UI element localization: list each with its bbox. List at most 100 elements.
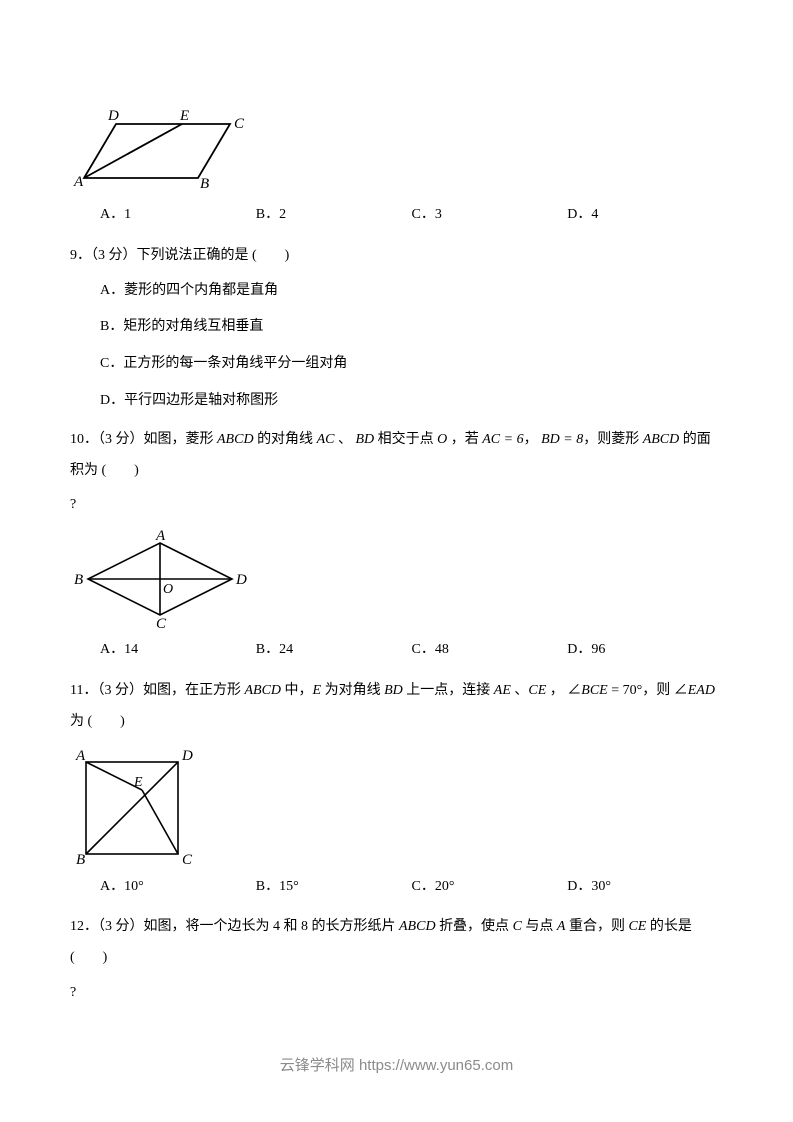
q10-opt-b: B．24 bbox=[256, 635, 412, 666]
q10-abcd: ABCD bbox=[217, 432, 254, 447]
q8-opt-c-val: 3 bbox=[435, 207, 442, 222]
q12-t4: 重合，则 bbox=[565, 919, 628, 934]
q11-sep: 、 bbox=[511, 683, 529, 698]
q8-options: A．1 B．2 C．3 D．4 bbox=[70, 200, 723, 231]
q11-points: 3 分 bbox=[104, 683, 129, 698]
q9-opt-d: D．平行四边形是轴对称图形 bbox=[100, 386, 723, 417]
q10-opt-a-val: 14 bbox=[124, 642, 138, 657]
q9-opt-c: C．正方形的每一条对角线平分一组对角 bbox=[100, 349, 723, 380]
q10-opt-b-val: 24 bbox=[279, 642, 293, 657]
label-E: E bbox=[133, 775, 143, 790]
q10-eq1: AC = 6 bbox=[482, 432, 523, 447]
question-12: 12．（3 分）如图，将一个边长为 4 和 8 的长方形纸片 ABCD 折叠，使… bbox=[70, 912, 723, 1008]
question-8: D E C A B A．1 B．2 C．3 D．4 bbox=[70, 108, 723, 231]
q11-figure: A D B C E bbox=[70, 746, 723, 866]
footer-text: 云锋学科网 https://www.yun65.com bbox=[280, 1057, 513, 1074]
q11-bce: BCE bbox=[581, 683, 607, 698]
label-E: E bbox=[179, 108, 189, 124]
q11-bd: BD bbox=[384, 683, 403, 698]
q10-abcd2: ABCD bbox=[643, 432, 680, 447]
label-A: A bbox=[75, 748, 86, 764]
q11-t5: ， ∠ bbox=[546, 683, 581, 698]
q8-opt-d: D．4 bbox=[567, 200, 723, 231]
q11-ae: AE bbox=[494, 683, 511, 698]
q9-points: 3 分 bbox=[98, 248, 123, 263]
q10-t3: 相交于点 bbox=[374, 432, 437, 447]
q9-stem: 9．（3 分）下列说法正确的是 ( ) bbox=[70, 241, 723, 272]
q10-t1: 如图，菱形 bbox=[144, 432, 218, 447]
q10-t4: ，若 bbox=[447, 432, 482, 447]
q10-opt-c: C．48 bbox=[412, 635, 568, 666]
q9-stem-text: 下列说法正确的是 ( ) bbox=[137, 248, 290, 263]
q10-qmark: ? bbox=[70, 490, 723, 521]
parallelogram-svg: D E C A B bbox=[70, 108, 260, 194]
q12-num: 12 bbox=[70, 919, 84, 934]
label-D: D bbox=[181, 748, 193, 764]
q11-t3: 为对角线 bbox=[321, 683, 384, 698]
q11-e: E bbox=[313, 683, 322, 698]
label-A: A bbox=[73, 174, 84, 190]
question-11: 11．（3 分）如图，在正方形 ABCD 中，E 为对角线 BD 上一点，连接 … bbox=[70, 676, 723, 902]
rhombus-svg: A B C D O bbox=[70, 529, 250, 629]
q11-opt-a: A．10° bbox=[100, 872, 256, 903]
q10-o: O bbox=[437, 432, 447, 447]
q12-t1: 如图，将一个边长为 4 和 8 的长方形纸片 bbox=[144, 919, 400, 934]
label-B: B bbox=[200, 176, 209, 192]
question-9: 9．（3 分）下列说法正确的是 ( ) A．菱形的四个内角都是直角 B．矩形的对… bbox=[70, 241, 723, 417]
q10-num: 10 bbox=[70, 432, 84, 447]
q12-t2: 折叠，使点 bbox=[436, 919, 513, 934]
q8-opt-a-val: 1 bbox=[124, 207, 131, 222]
label-D: D bbox=[107, 108, 119, 124]
q11-opt-d-val: 30° bbox=[591, 879, 611, 894]
question-10: 10．（3 分）如图，菱形 ABCD 的对角线 AC 、 BD 相交于点 O ，… bbox=[70, 425, 723, 666]
q10-bd: BD bbox=[355, 432, 374, 447]
q9-opt-c-val: 正方形的每一条对角线平分一组对角 bbox=[123, 356, 347, 371]
square-svg: A D B C E bbox=[70, 746, 200, 866]
q8-opt-b: B．2 bbox=[256, 200, 412, 231]
q8-figure: D E C A B bbox=[70, 108, 723, 194]
q9-opt-d-val: 平行四边形是轴对称图形 bbox=[124, 393, 278, 408]
q10-ac: AC bbox=[317, 432, 335, 447]
q8-opt-c: C．3 bbox=[412, 200, 568, 231]
q9-num: 9 bbox=[70, 248, 77, 263]
q12-qmark: ? bbox=[70, 978, 723, 1009]
q10-sep: 、 bbox=[334, 432, 355, 447]
q10-opt-d: D．96 bbox=[567, 635, 723, 666]
q8-opt-a: A．1 bbox=[100, 200, 256, 231]
q9-opt-b: B．矩形的对角线互相垂直 bbox=[100, 312, 723, 343]
q10-opt-c-val: 48 bbox=[435, 642, 449, 657]
q8-opt-b-val: 2 bbox=[279, 207, 286, 222]
q10-figure: A B C D O bbox=[70, 529, 723, 629]
label-C: C bbox=[234, 116, 245, 132]
q11-opt-c-val: 20° bbox=[435, 879, 455, 894]
q10-t6: ，则菱形 bbox=[583, 432, 643, 447]
q12-stem: 12．（3 分）如图，将一个边长为 4 和 8 的长方形纸片 ABCD 折叠，使… bbox=[70, 912, 723, 974]
label-C: C bbox=[156, 616, 167, 629]
q12-points: 3 分 bbox=[105, 919, 130, 934]
q10-t5: ， bbox=[524, 432, 542, 447]
q11-stem: 11．（3 分）如图，在正方形 ABCD 中，E 为对角线 BD 上一点，连接 … bbox=[70, 676, 723, 738]
q10-t2: 的对角线 bbox=[254, 432, 317, 447]
q11-t1: 如图，在正方形 bbox=[143, 683, 245, 698]
q11-options: A．10° B．15° C．20° D．30° bbox=[70, 872, 723, 903]
q12-t3: 与点 bbox=[522, 919, 557, 934]
page-footer: 云锋学科网 https://www.yun65.com bbox=[0, 1049, 793, 1082]
q12-abcd: ABCD bbox=[399, 919, 436, 934]
q9-opt-a-val: 菱形的四个内角都是直角 bbox=[124, 283, 278, 298]
q11-opt-c: C．20° bbox=[412, 872, 568, 903]
q9-options: A．菱形的四个内角都是直角 B．矩形的对角线互相垂直 C．正方形的每一条对角线平… bbox=[70, 276, 723, 417]
q11-t6: 为 ( ) bbox=[70, 714, 125, 729]
q10-points: 3 分 bbox=[105, 432, 130, 447]
q11-ce: CE bbox=[528, 683, 546, 698]
q10-opt-a: A．14 bbox=[100, 635, 256, 666]
q11-opt-a-val: 10° bbox=[124, 879, 144, 894]
q10-opt-d-val: 96 bbox=[591, 642, 605, 657]
q10-options: A．14 B．24 C．48 D．96 bbox=[70, 635, 723, 666]
label-C: C bbox=[182, 852, 193, 866]
q11-opt-b: B．15° bbox=[256, 872, 412, 903]
q9-opt-a: A．菱形的四个内角都是直角 bbox=[100, 276, 723, 307]
label-D: D bbox=[235, 572, 247, 588]
q11-opt-d: D．30° bbox=[567, 872, 723, 903]
q8-opt-d-val: 4 bbox=[591, 207, 598, 222]
q11-eq: = 70°，则 ∠ bbox=[608, 683, 688, 698]
